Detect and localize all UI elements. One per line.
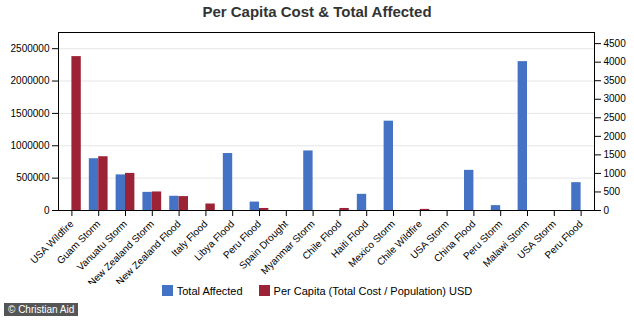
svg-text:USA Storm: USA Storm xyxy=(515,218,558,261)
svg-text:2000000: 2000000 xyxy=(11,75,50,86)
svg-text:1500000: 1500000 xyxy=(11,108,50,119)
svg-text:Peru Flood: Peru Flood xyxy=(542,218,584,260)
svg-text:1000000: 1000000 xyxy=(11,140,50,151)
svg-text:Peru Flood: Peru Flood xyxy=(220,218,264,261)
svg-text:Peru Storm: Peru Storm xyxy=(460,218,505,262)
svg-text:0: 0 xyxy=(604,205,610,216)
html-text:Per Capita (Total Cost / Popul: Per Capita (Total Cost / Population) USD xyxy=(273,285,473,297)
svg-text:Vanuatu Storm: Vanuatu Storm xyxy=(74,218,130,273)
svg-text:500000: 500000 xyxy=(16,172,50,183)
svg-text:Libya Flood: Libya Flood xyxy=(192,218,237,263)
svg-text:4000: 4000 xyxy=(604,56,627,67)
svg-text:3000: 3000 xyxy=(604,93,627,104)
svg-text:2000: 2000 xyxy=(604,131,627,142)
svg-text:Guam Storm: Guam Storm xyxy=(54,218,103,267)
svg-text:Chile Flood: Chile Flood xyxy=(300,218,344,262)
svg-text:Italy Flood: Italy Flood xyxy=(169,218,210,259)
html-text:© Christian Aid: © Christian Aid xyxy=(8,304,75,315)
svg-text:Myanmar Storm: Myanmar Storm xyxy=(258,218,317,277)
svg-text:Haiti Flood: Haiti Flood xyxy=(328,218,371,260)
svg-text:USA Storm: USA Storm xyxy=(408,218,451,261)
html-text:Total Affected: Total Affected xyxy=(176,285,243,297)
svg-text:Chile Wildfire: Chile Wildfire xyxy=(375,218,425,268)
svg-text:1500: 1500 xyxy=(604,149,627,160)
svg-text:USA Wildfire: USA Wildfire xyxy=(28,218,76,266)
svg-text:2500000: 2500000 xyxy=(11,43,50,54)
svg-text:4500: 4500 xyxy=(604,38,627,49)
svg-text:Spain Drought: Spain Drought xyxy=(237,218,290,272)
svg-text:1000: 1000 xyxy=(604,168,627,179)
svg-text:2500: 2500 xyxy=(604,112,627,123)
svg-text:3500: 3500 xyxy=(604,75,627,86)
svg-text:China Flood: China Flood xyxy=(431,218,478,265)
html-text:Per Capita Cost & Total Affect: Per Capita Cost & Total Affected xyxy=(202,3,432,20)
svg-text:500: 500 xyxy=(604,186,621,197)
svg-text:Malawi Storm: Malawi Storm xyxy=(480,218,532,269)
svg-text:0: 0 xyxy=(44,205,50,216)
svg-text:Mexico Storm: Mexico Storm xyxy=(346,218,398,270)
